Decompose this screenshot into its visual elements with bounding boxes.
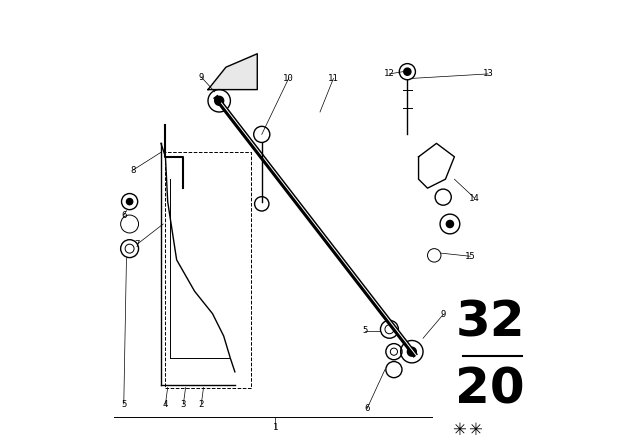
Text: 3: 3 <box>180 400 186 409</box>
Text: 1: 1 <box>273 423 278 432</box>
Text: 4: 4 <box>163 400 168 409</box>
Circle shape <box>215 96 224 105</box>
Text: ✳: ✳ <box>468 421 481 439</box>
Text: 12: 12 <box>384 69 395 78</box>
Text: 6: 6 <box>121 211 127 220</box>
Text: 11: 11 <box>328 74 339 83</box>
Text: 5: 5 <box>362 326 367 335</box>
Text: 15: 15 <box>465 252 476 261</box>
Polygon shape <box>208 54 257 90</box>
Circle shape <box>127 198 132 205</box>
Circle shape <box>446 220 454 228</box>
Text: 10: 10 <box>284 74 294 83</box>
Text: 32: 32 <box>456 298 525 347</box>
Text: 9: 9 <box>198 73 204 82</box>
Text: 8: 8 <box>130 166 136 175</box>
Text: 6: 6 <box>364 404 370 413</box>
Text: 2: 2 <box>198 400 204 409</box>
Circle shape <box>404 68 411 75</box>
Text: ✳: ✳ <box>452 421 466 439</box>
Text: 7: 7 <box>134 240 140 249</box>
Text: 13: 13 <box>483 69 493 78</box>
Circle shape <box>407 347 417 356</box>
Text: 14: 14 <box>469 194 480 202</box>
Text: 5: 5 <box>121 400 127 409</box>
Text: 9: 9 <box>440 310 446 319</box>
Text: 20: 20 <box>456 366 525 414</box>
